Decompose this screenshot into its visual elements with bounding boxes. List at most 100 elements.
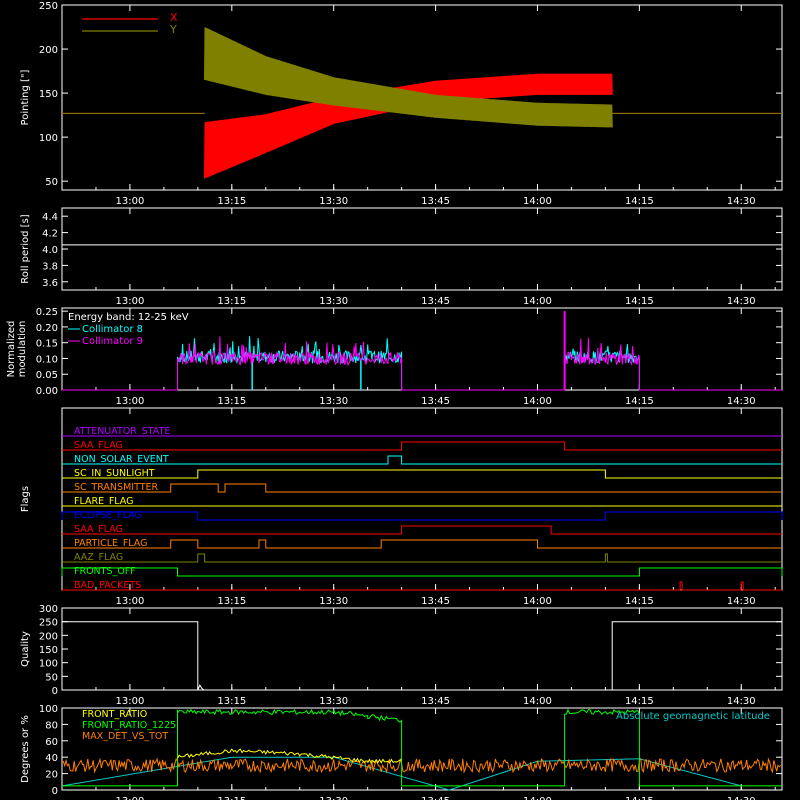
x-tick-label: 13:00 — [116, 296, 145, 307]
x-tick-label: 14:15 — [625, 196, 654, 207]
series-collimator-9 — [62, 336, 782, 391]
y-axis-label: Roll period [s] — [20, 214, 31, 283]
y-tick-label: 80 — [45, 720, 58, 731]
legend-label: X — [170, 11, 178, 24]
legend-label: FRONT_RATIO — [82, 709, 147, 720]
x-tick-label: 14:15 — [625, 296, 654, 307]
y-tick-label: 50 — [45, 672, 58, 683]
quality-line — [62, 621, 782, 691]
y-tick-label: 20 — [45, 770, 58, 781]
panel-quality: 13:00 13:15 13:30 13:45 14:00 14:15 14:30 Quali… — [20, 604, 783, 707]
flag-label: SC_TRANSMITTER — [74, 482, 159, 493]
x-tick-label: 14:00 — [523, 196, 552, 207]
y-tick-label: 4.4 — [42, 212, 58, 223]
series-front-ratio-1225 — [62, 708, 782, 787]
flag-label: AAZ_FLAG — [74, 552, 123, 563]
x-tick-label: 13:00 — [116, 796, 145, 800]
x-tick-label: 14:00 — [523, 796, 552, 800]
y-tick-label: 0.10 — [36, 354, 58, 365]
x-tick-label: 13:15 — [217, 596, 246, 607]
x-tick-label: 14:15 — [625, 796, 654, 800]
x-tick-label: 13:45 — [421, 196, 450, 207]
legend-label: FRONT_RATIO_1225 — [82, 720, 176, 731]
series-max-det-vs-tot — [61, 757, 781, 774]
x-tick-label: 13:45 — [421, 596, 450, 607]
y-tick-label: 0.00 — [36, 386, 58, 397]
panel-pointing: 13:00 13:15 13:30 13:45 14:00 14:15 14:30 Point… — [20, 1, 783, 207]
y-tick-label: 0.20 — [36, 323, 58, 334]
y-axis-label: Flags — [20, 486, 31, 512]
y-tick-label: 0.15 — [36, 339, 58, 350]
x-tick-label: 13:00 — [116, 596, 145, 607]
y-tick-label: 50 — [45, 177, 58, 188]
y-tick-label: 250 — [39, 618, 58, 629]
y-tick-label: 300 — [39, 604, 58, 615]
flag-label: SC_IN_SUNLIGHT — [74, 468, 155, 479]
y-tick-label: 0 — [52, 786, 58, 797]
flag-label: ATTENUATOR_STATE — [74, 426, 170, 437]
x-tick-label: 14:15 — [625, 696, 654, 707]
y-tick-label: 4.2 — [42, 229, 58, 240]
y-tick-label: 100 — [39, 704, 58, 715]
x-tick-label: 14:00 — [523, 696, 552, 707]
y-tick-label: 3.8 — [42, 261, 58, 272]
panel-flags: 13:00 13:15 13:30 13:45 14:00 14:15 14:30 Flags… — [20, 407, 783, 607]
y-tick-label: 150 — [39, 89, 58, 100]
y-tick-label: 3.6 — [42, 278, 58, 289]
y-tick-label: 0 — [52, 686, 58, 697]
x-tick-label: 14:00 — [523, 396, 552, 407]
legend-label: Collimator 9 — [82, 336, 143, 347]
panel-roll_period: 13:00 13:15 13:30 13:45 14:00 14:15 14:30 Roll … — [20, 207, 783, 307]
y-tick-label: 0.25 — [36, 307, 58, 318]
x-tick-label: 14:15 — [625, 396, 654, 407]
series-y-oscillation — [204, 27, 613, 128]
flag-line-particle-flag — [62, 539, 782, 549]
flag-line-eclipse-flag — [61, 511, 783, 521]
x-tick-label: 13:15 — [217, 396, 246, 407]
flag-line-non-solar-event — [62, 455, 782, 465]
y-axis-label: Pointing ["] — [20, 69, 31, 125]
y-tick-label: 200 — [39, 45, 58, 56]
panel-modulation: 13:00 13:15 13:30 13:45 14:00 14:15 14:30 Norma… — [6, 307, 783, 407]
x-tick-label: 13:00 — [116, 396, 145, 407]
x-tick-label: 14:30 — [727, 596, 756, 607]
x-tick-label: 14:30 — [727, 796, 756, 800]
plot-frame — [61, 707, 783, 791]
y-tick-label: 40 — [45, 753, 58, 764]
x-tick-label: 13:45 — [421, 796, 450, 800]
x-tick-label: 14:30 — [727, 696, 756, 707]
flag-label: ECLIPSE_FLAG — [74, 510, 142, 521]
y-tick-label: 100 — [39, 133, 58, 144]
flag-line-aaz-flag — [62, 553, 782, 563]
legend-label: MAX_DET_VS_TOT — [82, 731, 168, 742]
flag-label: BAD_PACKETS — [74, 580, 141, 591]
y-tick-label: 100 — [39, 659, 58, 670]
flag-label: NON_SOLAR_EVENT — [74, 454, 169, 465]
energy-band-label: Energy band: 12-25 keV — [68, 312, 189, 323]
y-tick-label: 4.0 — [42, 245, 58, 256]
quality-glitch — [197, 683, 205, 691]
panel-ratios: 13:00 13:15 13:30 13:45 14:00 14:15 14:30 Degre… — [20, 704, 783, 800]
flag-label: FLARE_FLAG — [74, 496, 134, 507]
x-tick-label: 14:15 — [625, 596, 654, 607]
flag-label: SAA_FLAG — [74, 524, 123, 535]
flag-label: FRONTS_OFF — [74, 566, 136, 577]
y-axis-label: Quality — [20, 631, 31, 667]
x-tick-label: 13:45 — [421, 396, 450, 407]
x-tick-label: 14:00 — [523, 296, 552, 307]
y-axis-label: Normalized — [6, 321, 17, 378]
x-tick-label: 14:30 — [727, 196, 756, 207]
x-tick-label: 13:15 — [217, 796, 246, 800]
y-axis-label: modulation — [17, 321, 28, 378]
x-tick-label: 13:30 — [319, 796, 348, 800]
x-tick-label: 13:30 — [319, 296, 348, 307]
x-tick-label: 13:15 — [217, 296, 246, 307]
flag-line-fronts-off — [61, 567, 783, 577]
flag-line-sc-transmitter — [62, 483, 782, 493]
x-tick-label: 13:00 — [116, 696, 145, 707]
y-axis-label: Degrees or % — [20, 715, 31, 783]
y-tick-label: 60 — [45, 737, 58, 748]
x-tick-label: 13:30 — [319, 696, 348, 707]
x-tick-label: 13:15 — [217, 696, 246, 707]
